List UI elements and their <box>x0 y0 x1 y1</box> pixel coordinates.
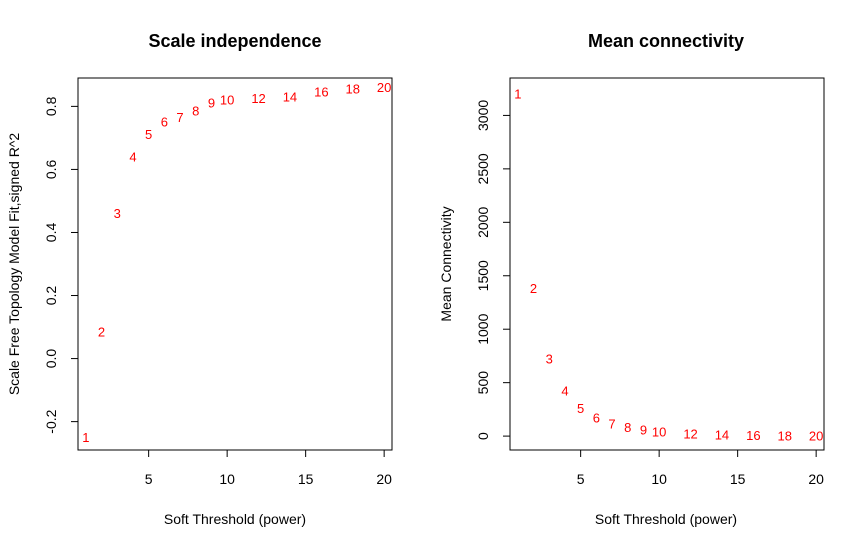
y-tick-label: 2500 <box>475 153 491 184</box>
data-point-label: 6 <box>593 410 600 425</box>
y-tick-label: 500 <box>475 371 491 395</box>
x-tick-label: 15 <box>730 471 746 487</box>
x-tick-label: 10 <box>219 471 235 487</box>
data-point-label: 1 <box>82 430 89 445</box>
data-point-label: 9 <box>208 96 215 111</box>
y-tick-label: -0.2 <box>43 409 59 433</box>
y-axis-label: Mean Connectivity <box>438 206 454 321</box>
x-tick-label: 5 <box>145 471 153 487</box>
data-point-label: 7 <box>608 416 615 431</box>
y-axis-label: Scale Free Topology Model Fit,signed R^2 <box>6 133 22 396</box>
y-tick-label: 3000 <box>475 100 491 131</box>
data-point-label: 18 <box>346 82 360 97</box>
data-point-label: 12 <box>683 426 697 441</box>
chart-title: Mean connectivity <box>588 31 744 51</box>
x-axis-label: Soft Threshold (power) <box>595 511 737 527</box>
x-axis-ticks: 5 10 15 20 <box>577 449 824 487</box>
y-axis-ticks: 0 500 1000 1500 2000 2500 3000 <box>475 100 511 440</box>
data-point-label: 8 <box>624 420 631 435</box>
y-tick-label: 1000 <box>475 313 491 344</box>
y-tick-label: 0.4 <box>43 223 59 243</box>
data-point-label: 5 <box>145 127 152 142</box>
data-point-label: 18 <box>778 428 792 443</box>
data-point-label: 3 <box>546 352 553 367</box>
scale-independence-panel: Scale independence Soft Threshold (power… <box>6 31 393 527</box>
y-tick-label: 0.6 <box>43 159 59 179</box>
data-point-label: 16 <box>314 85 328 100</box>
data-point-label: 4 <box>129 149 136 164</box>
x-tick-label: 15 <box>298 471 314 487</box>
data-point-label: 16 <box>746 428 760 443</box>
chart-title: Scale independence <box>148 31 321 51</box>
y-tick-label: 0.2 <box>43 286 59 306</box>
data-point-label: 14 <box>715 428 729 443</box>
data-point-label: 6 <box>161 115 168 130</box>
data-point-label: 2 <box>530 281 537 296</box>
data-point-label: 9 <box>640 423 647 438</box>
data-point-label: 12 <box>251 91 265 106</box>
data-point-label: 2 <box>98 324 105 339</box>
data-point-label: 8 <box>192 104 199 119</box>
data-point-label: 14 <box>283 89 297 104</box>
data-point-label: 3 <box>114 206 121 221</box>
data-point-label: 7 <box>176 110 183 125</box>
x-tick-label: 20 <box>376 471 392 487</box>
data-point-label: 4 <box>561 384 568 399</box>
mean-connectivity-panel: Mean connectivity Soft Threshold (power)… <box>438 31 825 527</box>
y-tick-label: 0.0 <box>43 349 59 369</box>
data-point-label: 10 <box>220 93 234 108</box>
y-axis-ticks: -0.2 0.0 0.2 0.4 0.6 0.8 <box>43 96 79 434</box>
x-axis-ticks: 5 10 15 20 <box>145 449 392 487</box>
data-point-label: 1 <box>514 87 521 102</box>
y-tick-label: 1500 <box>475 260 491 291</box>
x-axis-label: Soft Threshold (power) <box>164 511 306 527</box>
y-tick-label: 0 <box>475 432 491 440</box>
x-tick-label: 20 <box>808 471 824 487</box>
data-point-label: 20 <box>809 428 823 443</box>
data-point-label: 5 <box>577 401 584 416</box>
x-tick-label: 5 <box>577 471 585 487</box>
data-point-label: 10 <box>652 424 666 439</box>
y-tick-label: 2000 <box>475 207 491 238</box>
y-tick-label: 0.8 <box>43 96 59 116</box>
data-point-label: 20 <box>377 80 391 95</box>
x-tick-label: 10 <box>651 471 667 487</box>
